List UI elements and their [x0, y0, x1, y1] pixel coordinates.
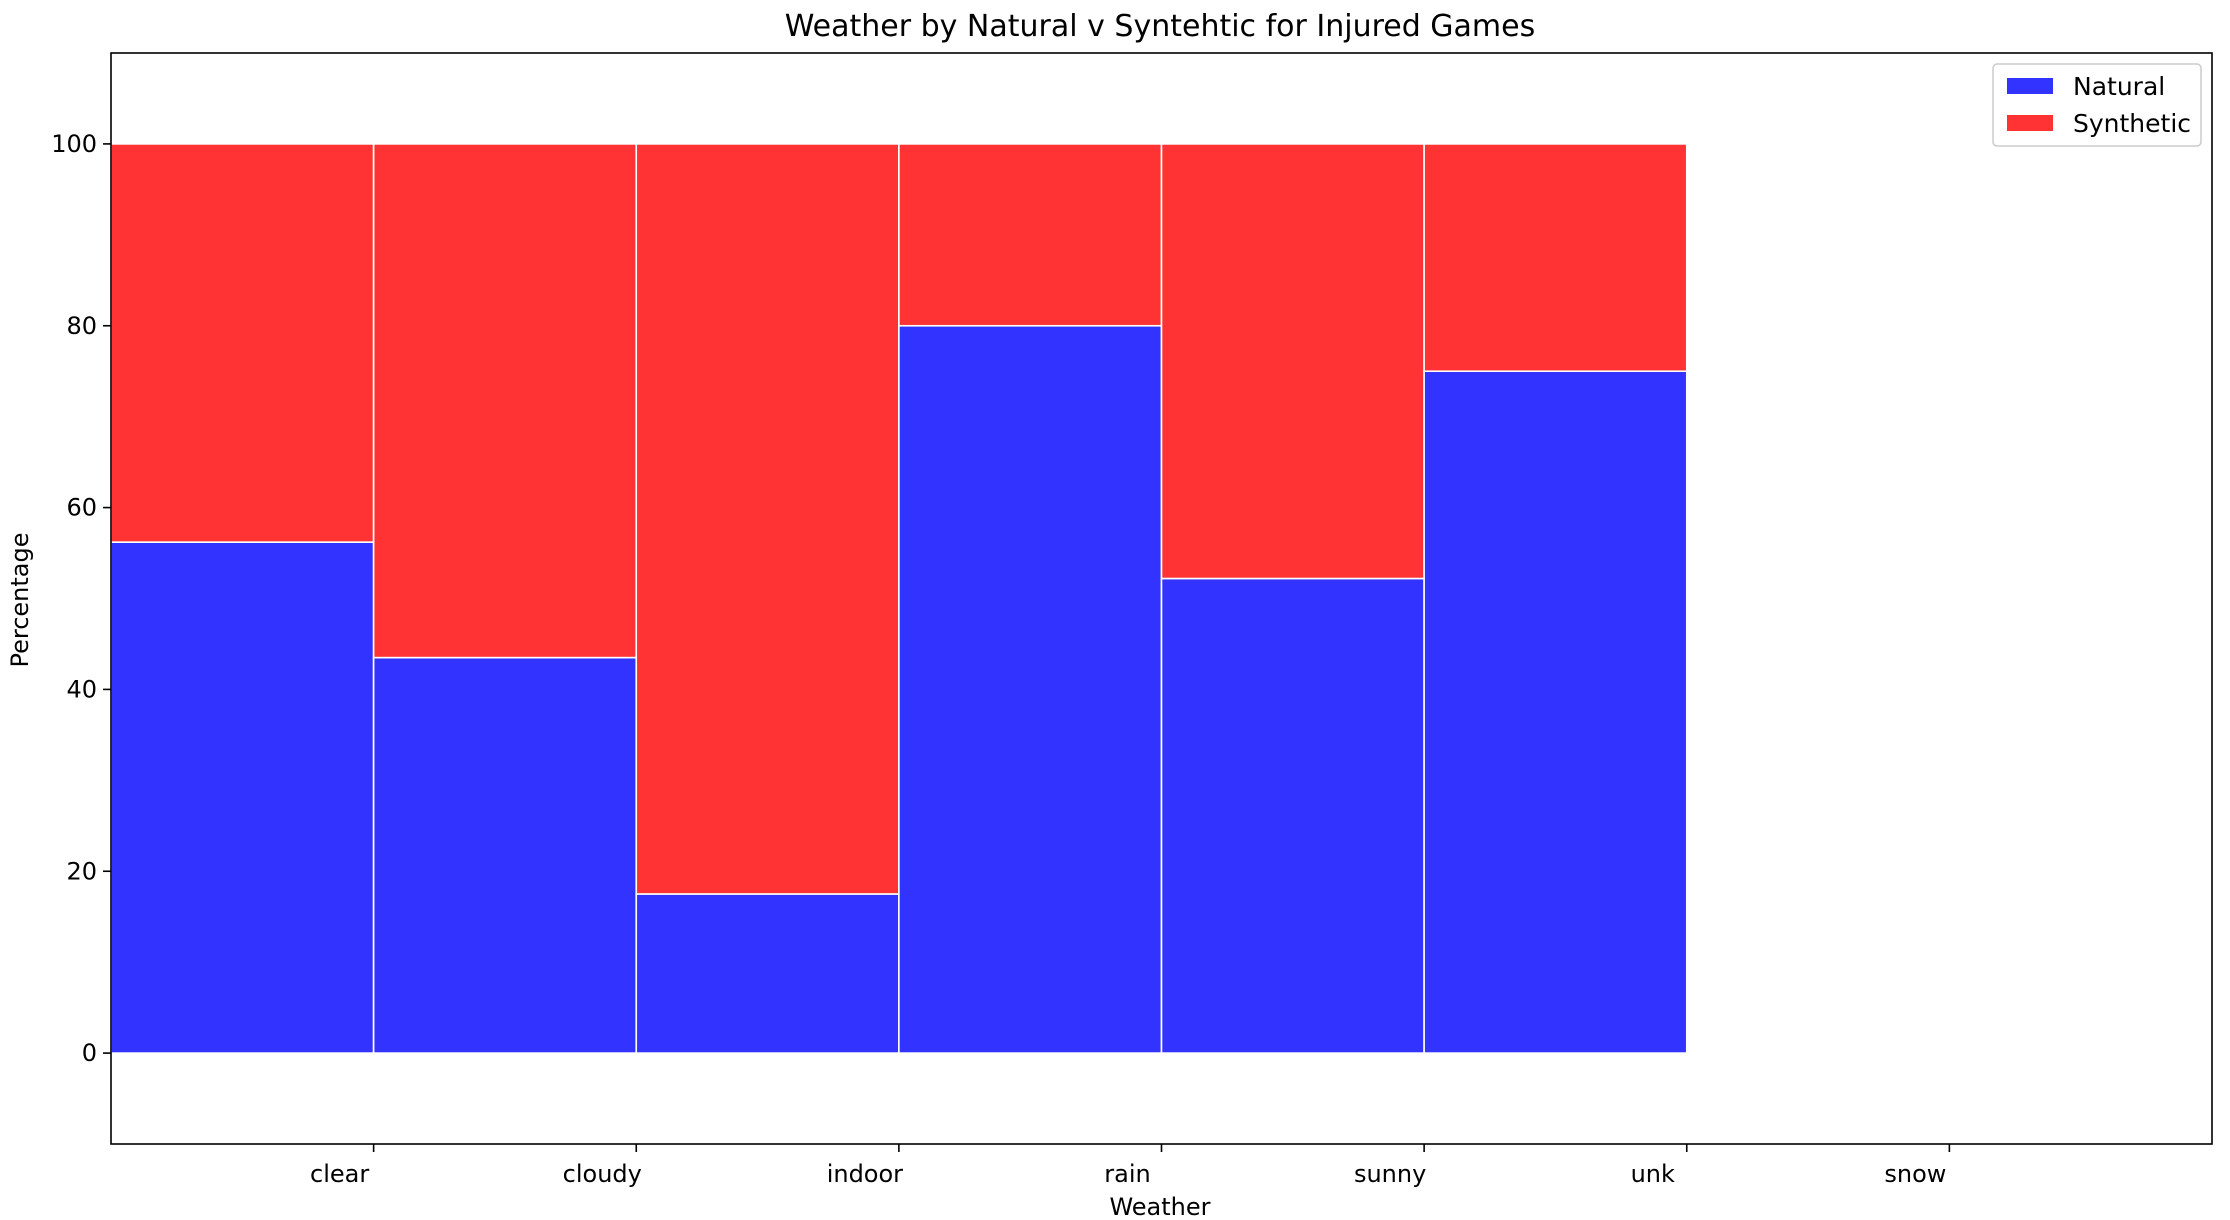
y-axis: 0 20 40 60 80 100 [51, 130, 111, 1067]
bar-natural-rain [898, 324, 1163, 1054]
y-tick-label: 80 [66, 312, 97, 340]
bar-natural-cloudy [372, 656, 638, 1054]
bar-synthetic-unk [1423, 143, 1688, 373]
x-tick-label-sunny: sunny [1354, 1160, 1426, 1188]
bar-natural-unk [1423, 370, 1688, 1054]
bar-synthetic-indoor [635, 143, 900, 895]
x-tick-label-cloudy: cloudy [563, 1160, 642, 1188]
bar-synthetic-rain [898, 143, 1163, 327]
x-tick-label-unk: unk [1631, 1160, 1675, 1188]
y-tick-label: 20 [66, 857, 97, 885]
bar-natural-indoor [635, 893, 900, 1054]
y-tick-label: 0 [82, 1039, 97, 1067]
legend: Natural Synthetic [1992, 63, 2202, 147]
chart-title: Weather by Natural v Syntehtic for Injur… [785, 9, 1535, 44]
bar-natural-clear [110, 541, 375, 1054]
legend-swatch-synthetic [2007, 115, 2053, 131]
bar-synthetic-clear [110, 143, 375, 543]
x-axis: clear cloudy indoor rain sunny unk snow [310, 1144, 1951, 1188]
legend-label-synthetic: Synthetic [2073, 109, 2191, 138]
x-tick-label-indoor: indoor [827, 1160, 903, 1188]
x-tick-label-snow: snow [1884, 1160, 1946, 1188]
bar-synthetic-cloudy [372, 143, 638, 659]
legend-swatch-natural [2007, 78, 2053, 94]
legend-label-natural: Natural [2073, 72, 2165, 101]
x-tick-label-clear: clear [310, 1160, 369, 1188]
y-axis-label: Percentage [6, 532, 34, 667]
x-tick-label-rain: rain [1104, 1160, 1150, 1188]
plot-frame [110, 52, 2213, 1145]
bar-synthetic-sunny [1160, 143, 1425, 580]
y-tick-label: 40 [66, 675, 97, 703]
y-tick-label: 100 [51, 130, 97, 158]
bars-layer [110, 143, 1688, 1054]
y-tick-label: 60 [66, 494, 97, 522]
x-axis-label: Weather [1109, 1193, 1210, 1220]
bar-natural-sunny [1160, 577, 1425, 1054]
